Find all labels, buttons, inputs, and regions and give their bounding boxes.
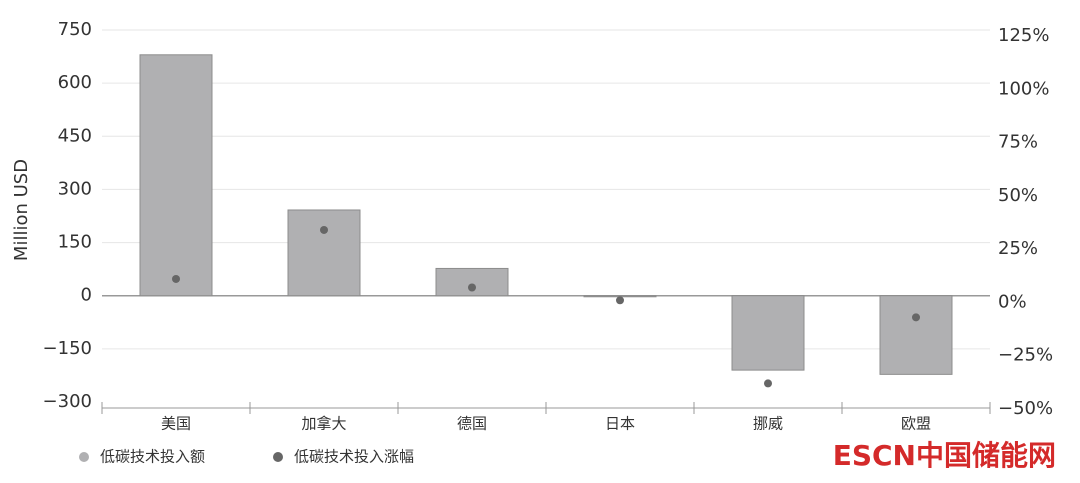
x-tick-label: 日本 xyxy=(605,415,635,433)
bar xyxy=(731,295,805,371)
legend-marker xyxy=(79,452,89,462)
dot xyxy=(320,225,328,234)
y2-tick-label: 100% xyxy=(998,78,1049,99)
y2-tick-label: 50% xyxy=(998,185,1038,206)
x-tick-label: 欧盟 xyxy=(901,415,931,433)
y2-tick-label: −50% xyxy=(998,398,1053,419)
dot xyxy=(912,313,920,322)
dot xyxy=(468,283,476,292)
bar xyxy=(435,267,509,297)
y-axis-label: Million USD xyxy=(11,159,32,261)
dot xyxy=(616,296,624,305)
y2-tick-label: 75% xyxy=(998,132,1038,153)
y2-tick-label: 125% xyxy=(998,25,1049,46)
y2-tick-label: 25% xyxy=(998,238,1038,259)
y-tick-label: 450 xyxy=(58,125,92,146)
dot xyxy=(764,379,772,388)
y-tick-label: 0 xyxy=(81,285,92,306)
y-tick-label: 150 xyxy=(58,232,92,253)
y2-tick-label: −25% xyxy=(998,345,1053,366)
bar xyxy=(287,209,361,297)
x-tick-label: 挪威 xyxy=(753,415,783,433)
y2-tick-label: 0% xyxy=(998,291,1027,312)
bar xyxy=(879,295,953,375)
bar xyxy=(139,54,213,297)
y-tick-label: 750 xyxy=(58,19,92,40)
x-tick-label: 加拿大 xyxy=(301,415,346,433)
y-tick-label: −150 xyxy=(43,338,92,359)
y-tick-label: 300 xyxy=(58,178,92,199)
watermark: ESCN中国储能网 xyxy=(833,439,1056,472)
dot xyxy=(172,274,180,283)
y-tick-label: −300 xyxy=(43,391,92,412)
legend-label: 低碳技术投入额 xyxy=(100,448,205,466)
x-tick-label: 德国 xyxy=(457,415,487,433)
y-tick-label: 600 xyxy=(58,72,92,93)
legend-label: 低碳技术投入涨幅 xyxy=(294,448,414,466)
x-tick-label: 美国 xyxy=(161,415,191,433)
legend-marker xyxy=(273,452,283,462)
